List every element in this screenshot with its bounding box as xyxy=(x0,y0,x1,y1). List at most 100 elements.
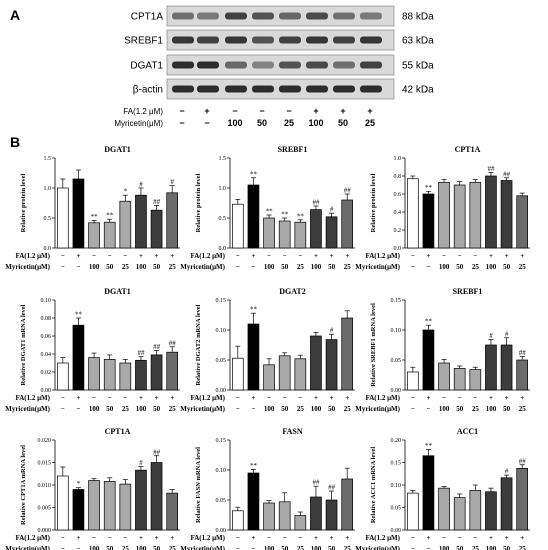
treatment-value: 25 xyxy=(344,263,352,271)
treatment-value: − xyxy=(251,263,255,271)
treatment-value: − xyxy=(236,394,240,402)
treatment-value: − xyxy=(61,252,65,260)
treatment-label: FA(1.2 μM) xyxy=(365,252,400,260)
blot-band xyxy=(197,12,219,20)
treatment-label: FA(1.2 μM) xyxy=(190,394,225,402)
bar xyxy=(310,209,322,249)
treatment-value: 100 xyxy=(311,263,322,271)
y-tick-label: 0.10 xyxy=(391,483,402,489)
treatment-value: + xyxy=(345,534,349,542)
treatment-value: − xyxy=(411,252,415,260)
significance-label: ** xyxy=(250,170,258,178)
bar xyxy=(88,480,100,531)
treatment-value: 25 xyxy=(169,405,177,413)
blot-band xyxy=(279,36,301,44)
blot-band xyxy=(172,61,194,69)
bar xyxy=(325,216,338,249)
blot-band xyxy=(306,85,328,93)
significance-label: ## xyxy=(137,349,145,357)
chart-4: DGAT2 Relative DGAT2 mRNA level 0.00 0.05 0.… xyxy=(180,287,355,413)
bar xyxy=(500,344,513,391)
treatment-value: − xyxy=(61,263,65,271)
blot-treatment-value: 100 xyxy=(227,118,242,128)
significance-label: ** xyxy=(297,212,305,220)
y-axis-label: Relative protein level xyxy=(370,173,377,232)
treatment-value: − xyxy=(123,394,127,402)
y-tick-label: 0.02 xyxy=(41,370,52,376)
blot-protein-label: CPT1A xyxy=(131,12,164,23)
treatment-value: − xyxy=(236,252,240,260)
treatment-value: − xyxy=(61,405,65,413)
treatment-value: − xyxy=(92,534,96,542)
blot-treatment-value: − xyxy=(204,118,209,128)
treatment-value: + xyxy=(170,534,174,542)
bar xyxy=(469,181,482,249)
y-tick-label: 0.15 xyxy=(391,298,402,304)
treatment-value: + xyxy=(155,252,159,260)
bar xyxy=(469,369,482,391)
bar xyxy=(231,357,244,391)
y-axis-label: Relative CPT1A mRNA level xyxy=(20,445,27,525)
treatment-value: − xyxy=(458,252,462,260)
treatment-value: − xyxy=(283,252,287,260)
treatment-value: − xyxy=(123,534,127,542)
significance-label: ## xyxy=(503,170,511,178)
treatment-value: 100 xyxy=(439,405,450,413)
blot-band xyxy=(360,12,382,20)
bar xyxy=(56,475,69,531)
bar xyxy=(438,362,450,391)
treatment-value: + xyxy=(314,534,318,542)
treatment-value: 50 xyxy=(281,405,289,413)
treatment-label: FA(1.2 μM) xyxy=(15,394,50,402)
bar xyxy=(500,180,513,249)
treatment-value: + xyxy=(489,534,493,542)
blot-band xyxy=(333,85,355,93)
blot-kda-label: 88 kDa xyxy=(402,12,434,23)
significance-label: ## xyxy=(153,448,161,456)
chart-5: SREBF1 Relative SREBF1 mRNA level 0.00 0.05… xyxy=(355,287,530,413)
treatment-value: − xyxy=(267,252,271,260)
treatment-value: 25 xyxy=(122,545,130,550)
blot-treatment-value: 50 xyxy=(257,118,267,128)
treatment-label: Myricetin(μM) xyxy=(180,405,225,413)
treatment-value: − xyxy=(123,252,127,260)
bar xyxy=(438,181,450,249)
chart-1: SREBF1 Relative protein level 0.0 0.5 1.0 1.5… xyxy=(180,145,355,271)
significance-label: * xyxy=(77,480,81,488)
bar xyxy=(422,329,435,391)
treatment-label: Myricetin(μM) xyxy=(180,263,225,271)
treatment-value: + xyxy=(489,394,493,402)
bar xyxy=(500,477,513,531)
treatment-value: − xyxy=(236,263,240,271)
y-tick-label: 0.0 xyxy=(394,246,402,252)
y-axis-label: Relative SREBF1 mRNA level xyxy=(370,303,377,387)
y-tick-label: 0.00 xyxy=(216,388,227,394)
treatment-value: − xyxy=(236,545,240,550)
y-tick-label: 0.000 xyxy=(38,528,52,534)
treatment-value: − xyxy=(411,394,415,402)
treatment-value: − xyxy=(298,534,302,542)
treatment-value: 25 xyxy=(519,263,527,271)
significance-label: ** xyxy=(106,212,114,220)
treatment-value: + xyxy=(489,252,493,260)
y-tick-label: 0.05 xyxy=(391,506,402,512)
treatment-value: 25 xyxy=(122,263,130,271)
y-tick-label: 0.15 xyxy=(216,298,227,304)
significance-label: # xyxy=(489,332,493,340)
significance-label: ## xyxy=(328,484,336,492)
blot-treatment-value: − xyxy=(179,106,184,116)
y-tick-label: 0.10 xyxy=(216,468,227,474)
y-tick-label: 0.05 xyxy=(216,498,227,504)
chart-6: CPT1A Relative CPT1A mRNA level 0.000 0.005… xyxy=(5,427,180,550)
y-tick-label: 0.020 xyxy=(38,438,52,444)
bar xyxy=(88,357,100,391)
bar xyxy=(150,462,163,531)
blot-band xyxy=(279,85,301,93)
treatment-value: 50 xyxy=(281,263,289,271)
bar xyxy=(72,489,85,531)
treatment-value: 25 xyxy=(344,545,352,550)
treatment-value: 25 xyxy=(472,545,480,550)
treatment-value: + xyxy=(251,252,255,260)
bar xyxy=(247,323,260,391)
treatment-value: 50 xyxy=(153,405,161,413)
